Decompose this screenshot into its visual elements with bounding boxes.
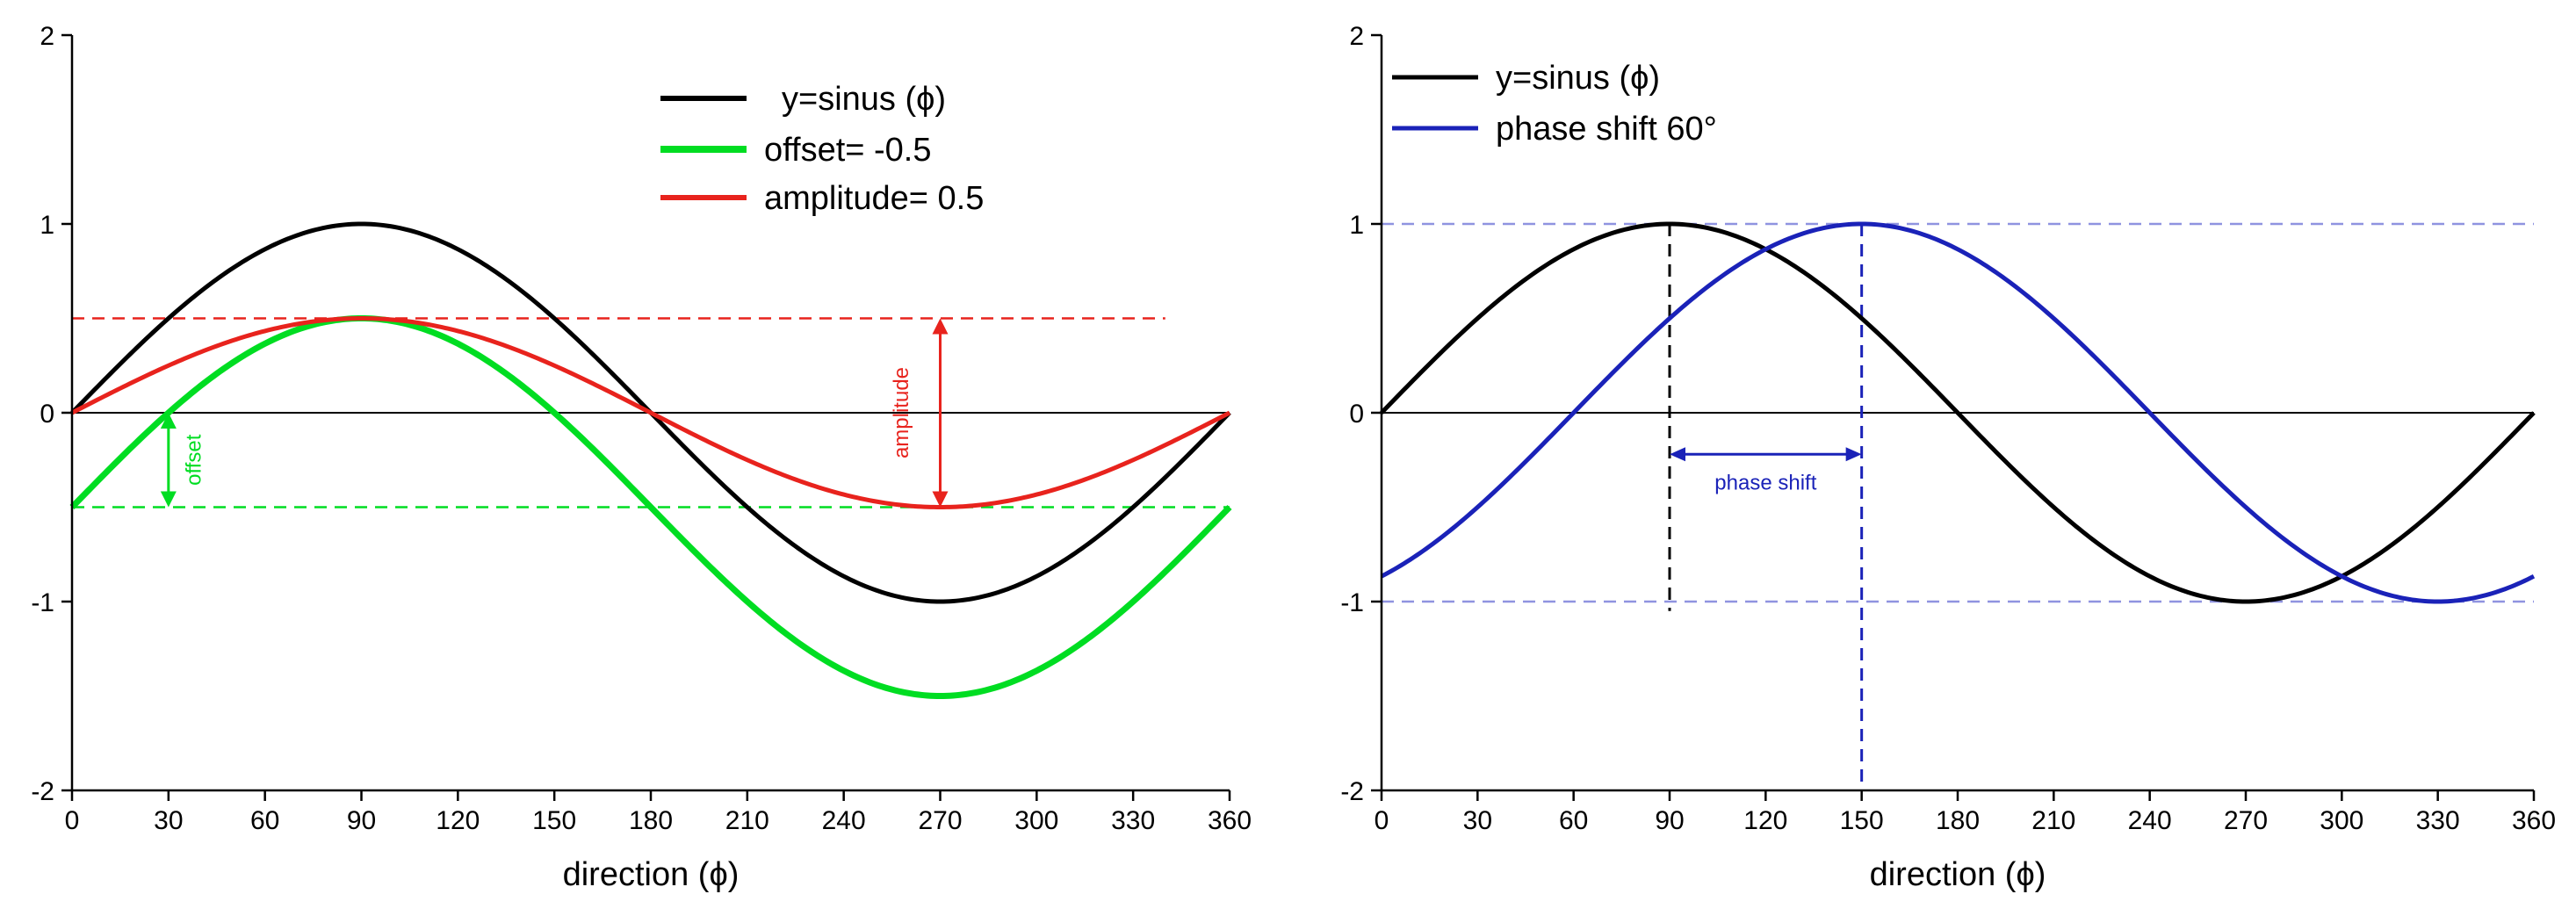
x-tick-label: 360 [1208,806,1252,835]
x-tick-label: 300 [1014,806,1058,835]
x-tick-label: 330 [2416,806,2460,835]
y-tick-label: -2 [31,777,54,806]
x-tick-label: 210 [725,806,769,835]
y-tick-label: -2 [1340,777,1364,806]
annotation-arrowhead [1670,447,1685,462]
x-axis-label: direction (ϕ) [1870,856,2046,893]
annotation-arrowhead [1845,447,1862,462]
series-line [1380,221,2536,604]
x-tick-label: 360 [2512,806,2556,835]
legend-label: y=sinus (ϕ) [1496,60,1660,97]
x-tick-label: 270 [918,806,962,835]
y-tick-label: 2 [1349,22,1364,51]
legend-label: phase shift 60° [1496,111,1717,148]
annotation-arrowhead [932,491,949,508]
y-tick-label: 0 [1349,400,1364,429]
x-tick-label: 300 [2320,806,2363,835]
y-tick-label: -1 [31,588,54,617]
y-tick-label: 2 [40,22,54,51]
left-chart: 0 30 60 90 120 150 180 210 240 270 300 330 360 -2 -1 0 1… [31,22,1252,893]
x-tick-label: 120 [1743,806,1787,835]
legend-label: amplitude= 0.5 [764,180,984,217]
x-tick-label: 240 [822,806,866,835]
annotation-arrowhead [160,413,177,429]
x-tick-label: 150 [532,806,576,835]
x-tick-label: 0 [65,806,80,835]
y-tick-label: -1 [1340,588,1364,617]
x-tick-label: 150 [1840,806,1884,835]
annotation-label: offset [182,434,206,486]
x-tick-label: 30 [154,806,183,835]
right-chart: 0 30 60 90 120 150 180 210 240 270 300 330 360 -2 -1 0 1… [1340,22,2556,893]
x-tick-label: 210 [2031,806,2075,835]
x-tick-label: 60 [250,806,279,835]
y-tick-label: 0 [40,400,54,429]
legend-label: offset= -0.5 [764,132,931,169]
annotation-label: amplitude [890,367,913,458]
x-tick-label: 330 [1111,806,1155,835]
x-tick-label: 90 [1655,806,1684,835]
annotation-label: phase shift [1714,471,1816,494]
x-tick-label: 120 [436,806,480,835]
x-tick-label: 60 [1559,806,1588,835]
y-tick-label: 1 [1349,211,1364,240]
x-tick-label: 180 [629,806,673,835]
x-tick-label: 240 [2128,806,2172,835]
x-tick-label: 0 [1375,806,1389,835]
series-line [70,316,1231,509]
y-tick-label: 1 [40,211,54,240]
x-tick-label: 270 [2224,806,2268,835]
annotation-arrowhead [160,491,177,508]
x-tick-label: 30 [1463,806,1492,835]
x-tick-label: 90 [347,806,376,835]
annotation-arrowhead [932,318,949,335]
legend-label: y=sinus (ϕ) [782,81,946,118]
series-line [69,315,1232,699]
x-axis-label: direction (ϕ) [563,856,740,893]
x-tick-label: 180 [1936,806,1980,835]
